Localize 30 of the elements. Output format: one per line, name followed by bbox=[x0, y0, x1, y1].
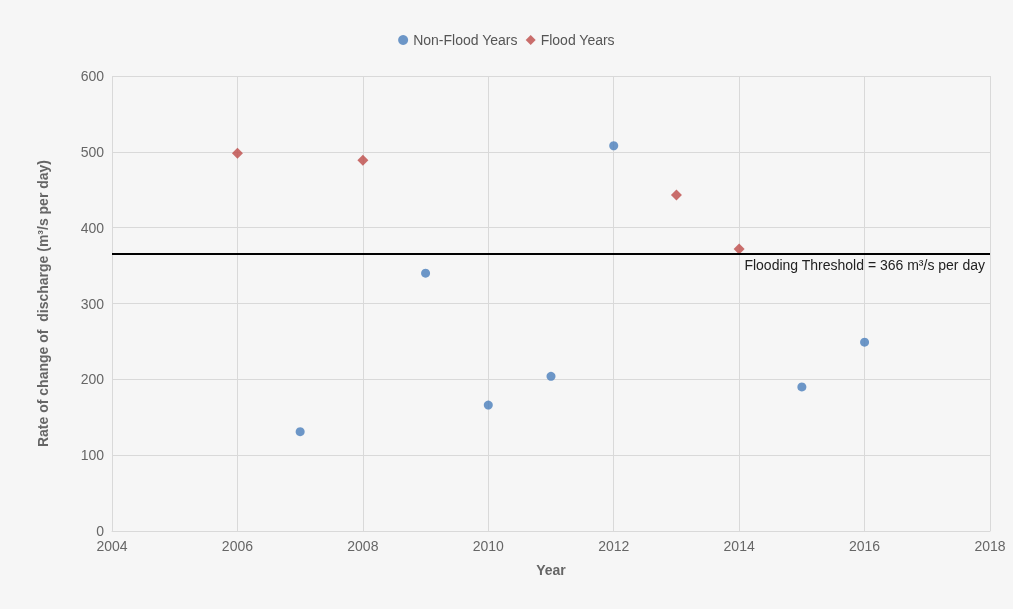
point bbox=[546, 371, 556, 381]
x-tick-label: 2012 bbox=[598, 538, 630, 554]
y-axis-title: Rate of change of discharge (m³/s per day) bbox=[35, 159, 51, 448]
x-tick-label: 2010 bbox=[472, 538, 505, 554]
point bbox=[295, 427, 305, 437]
x-tick-label: 2014 bbox=[723, 538, 755, 554]
x-axis-title: Year bbox=[536, 562, 567, 578]
point bbox=[797, 382, 807, 392]
point bbox=[483, 400, 493, 410]
x-tick-label: 2006 bbox=[221, 538, 254, 554]
point bbox=[860, 337, 870, 347]
point bbox=[609, 141, 619, 151]
y-tick-label: 200 bbox=[80, 371, 105, 388]
x-tick-label: 2018 bbox=[974, 538, 1006, 554]
x-tick-label: 2008 bbox=[347, 538, 379, 554]
y-tick-label: 400 bbox=[80, 219, 105, 236]
y-tick-label: 500 bbox=[80, 143, 105, 160]
y-tick-label: 100 bbox=[80, 447, 105, 464]
x-tick-label: 2004 bbox=[96, 538, 128, 554]
y-tick-label: 600 bbox=[80, 68, 105, 84]
legend-label: Flood Years bbox=[540, 32, 615, 48]
y-tick-label: 300 bbox=[80, 295, 105, 312]
x-tick-label: 2016 bbox=[848, 538, 881, 554]
point bbox=[421, 268, 431, 278]
point bbox=[357, 154, 369, 166]
point bbox=[670, 189, 682, 201]
point bbox=[231, 147, 243, 159]
ref-line-label: Flooding Threshold = 366 m³/s per day bbox=[744, 257, 985, 274]
y-tick-label: 0 bbox=[96, 523, 105, 539]
legend-label: Non-Flood Years bbox=[413, 32, 518, 48]
